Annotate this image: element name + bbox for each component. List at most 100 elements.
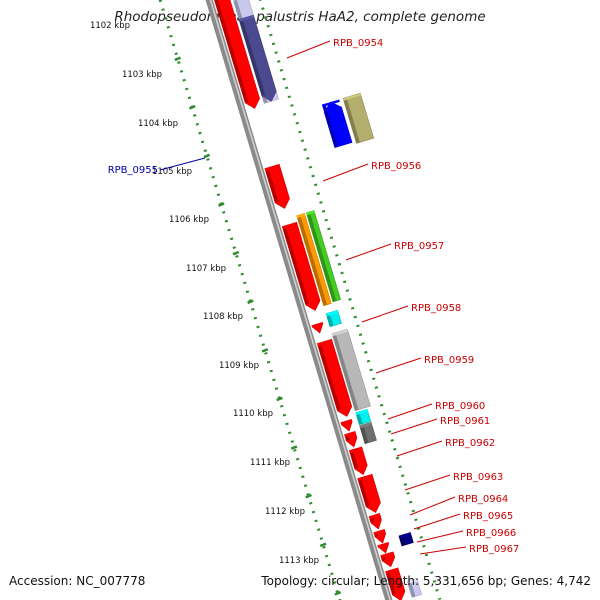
map-title: Rhodopseudomonas palustris HaA2, complet… [114, 9, 486, 25]
gene-label-rpb_0965[interactable]: RPB_0965 [413, 511, 513, 530]
ruler-tick-label: 1109 kbp [219, 361, 259, 371]
feature-bottom-red [385, 567, 406, 600]
gene-label-rpb_0967[interactable]: RPB_0967 [419, 544, 519, 555]
gene-label-text[interactable]: RPB_0965 [463, 511, 513, 522]
ruler-tick-mark [261, 348, 269, 353]
feature-rpb0957-orange [296, 213, 332, 307]
gene-label-text[interactable]: RPB_0961 [440, 416, 490, 427]
gene-label-rpb_0954[interactable]: RPB_0954 [286, 38, 383, 59]
ruler-dots [158, 0, 442, 600]
ruler-tick-mark [188, 105, 196, 110]
feature-rpb0963-red [348, 446, 368, 476]
ruler-tick-label: 1107 kbp [186, 264, 226, 274]
feature-bottom-red-shade [385, 570, 396, 595]
feature-rpb0954-purple [238, 14, 277, 102]
feature-rpb0957-red [281, 221, 321, 311]
feature-rpb0963-red-shade [349, 449, 359, 469]
gene-label-text[interactable]: RPB_0958 [411, 303, 461, 314]
feature-rpb0956-cap [264, 164, 280, 171]
feature-rpb0959-red [316, 338, 353, 417]
feature-bottom-lavender [406, 578, 422, 598]
gene-label-rpb_0956[interactable]: RPB_0956 [322, 161, 421, 182]
gene-label-text[interactable]: RPB_0954 [333, 38, 383, 49]
feature-rpb0965-red-cap [369, 513, 381, 519]
gene-leader-line [159, 157, 206, 171]
gene-label-text[interactable]: RPB_0964 [458, 494, 508, 505]
feature-rpb0956-body [264, 163, 290, 209]
gene-leader-line [345, 243, 392, 261]
feature-track [214, 0, 422, 600]
gene-label-rpb_0964[interactable]: RPB_0964 [409, 494, 508, 516]
gene-label-rpb_0961[interactable]: RPB_0961 [390, 416, 490, 435]
gene-label-rpb_0958[interactable]: RPB_0958 [361, 303, 461, 323]
feature-rpb0964-red-cap [357, 474, 373, 481]
gene-label-rpb_0955[interactable]: RPB_0955 [108, 157, 206, 176]
feature-rpb0955-olive-cap [343, 93, 361, 101]
gene-label-text[interactable]: RPB_0967 [469, 544, 519, 555]
feature-rpb0959-silver-shade [332, 332, 359, 411]
ruler-tick-mark [218, 202, 225, 207]
gene-label-rpb_0960[interactable]: RPB_0960 [387, 401, 485, 420]
gene-label-text[interactable]: RPB_0962 [445, 438, 495, 449]
feature-rpb0958-cyan [325, 309, 342, 328]
gene-label-text[interactable]: RPB_0963 [453, 472, 503, 483]
feature-rpb0957-green-cap [306, 210, 315, 216]
feature-rpb0960-cyan-cap [355, 409, 368, 416]
feature-rpb0954-red-shade [214, 0, 249, 103]
ruler-tick-mark [174, 56, 181, 62]
gene-label-text[interactable]: RPB_0955 [108, 165, 158, 176]
gene-leader-line [390, 418, 438, 435]
gene-label-text[interactable]: RPB_0959 [424, 355, 474, 366]
feature-rpb0958-red-cap [311, 322, 324, 328]
feature-rpb0967-navy-cap [398, 532, 412, 539]
ruler-tick-label: 1112 kbp [265, 507, 305, 517]
gene-label-rpb_0957[interactable]: RPB_0957 [345, 241, 444, 261]
gene-label-text[interactable]: RPB_0956 [371, 161, 421, 172]
feature-rpb0960-red [340, 419, 353, 432]
feature-rpb0958-cyan-shade [326, 312, 334, 327]
feature-rpb0957-orange-cap [296, 213, 306, 219]
feature-rpb0967-red [377, 542, 389, 554]
gene-label-text[interactable]: RPB_0966 [466, 528, 516, 539]
ruler-tick-mark [232, 250, 240, 256]
gene-leader-line [387, 403, 433, 420]
ruler-tick-mark [247, 299, 254, 305]
gene-label-rpb_0959[interactable]: RPB_0959 [375, 355, 474, 374]
feature-rpb0961-gray [359, 421, 377, 445]
ruler-tick-mark [203, 153, 211, 159]
feature-rpb0962-red-cap [344, 431, 356, 437]
gene-label-rpb_0963[interactable]: RPB_0963 [404, 472, 503, 491]
feature-after-0967-red-cap [380, 551, 394, 558]
feature-rpb0954-lavender-cap [233, 0, 237, 1]
feature-rpb0962-red [344, 431, 358, 448]
feature-rpb0959-red-shade [317, 342, 341, 411]
ruler-tick-mark [334, 591, 342, 596]
gene-leader-line [322, 163, 369, 182]
feature-rpb0955-blue [321, 99, 353, 149]
ruler-tick-label: 1110 kbp [233, 409, 273, 419]
ruler-tick-label: 1103 kbp [122, 70, 162, 80]
feature-rpb0955-blue-shade [321, 103, 339, 148]
feature-rpb0957-green [305, 210, 341, 303]
feature-rpb0966-red-cap [373, 529, 386, 535]
feature-rpb0955-olive-shade [343, 97, 360, 144]
gene-label-rpb_0962[interactable]: RPB_0962 [396, 438, 495, 457]
feature-rpb0965-red [368, 513, 382, 530]
ruler-tick-label: 1105 kbp [152, 167, 192, 177]
gene-label-text[interactable]: RPB_0960 [435, 401, 485, 412]
feature-rpb0961-gray-shade [359, 424, 369, 444]
gene-leader-line [396, 440, 443, 457]
feature-rpb0963-red-cap [349, 446, 363, 453]
feature-rpb0956 [264, 163, 290, 209]
gene-label-text[interactable]: RPB_0957 [394, 241, 444, 252]
feature-rpb0959-red-cap [317, 339, 333, 346]
gene-label-rpb_0966[interactable]: RPB_0966 [416, 528, 516, 543]
feature-rpb0958-cyan-cap [326, 310, 339, 317]
gene-leader-line [404, 474, 451, 491]
gene-leader-line [409, 496, 456, 516]
backbone-track [205, 0, 393, 600]
feature-rpb0964-red-body [357, 473, 381, 513]
ruler-tick-mark [276, 396, 283, 402]
